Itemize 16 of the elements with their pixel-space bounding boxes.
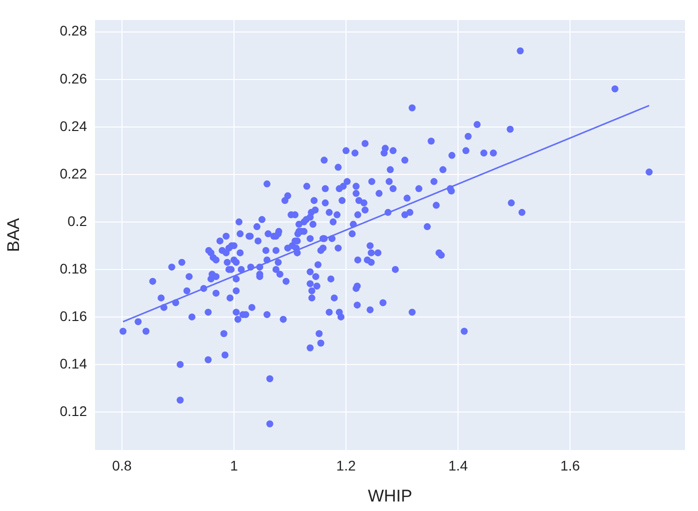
x-tick-label: 1.6 xyxy=(560,457,580,474)
y-tick-label: 0.22 xyxy=(60,165,88,182)
y-axis-title: BAA xyxy=(4,217,23,252)
x-tick-label: 1.2 xyxy=(336,457,356,474)
x-tick-label: 1.4 xyxy=(448,457,468,474)
y-tick-label: 0.12 xyxy=(60,402,88,419)
y-tick-label: 0.24 xyxy=(60,118,88,134)
x-tick-label: 1 xyxy=(230,457,238,474)
y-tick-label: 0.16 xyxy=(60,308,88,324)
y-tick-label: 0.14 xyxy=(60,355,88,372)
y-tick-label: 0.18 xyxy=(60,260,88,276)
x-axis-title: WHIP xyxy=(368,486,412,506)
y-tick-label: 0.28 xyxy=(60,22,88,39)
x-tick-label: 0.8 xyxy=(112,457,132,474)
y-tick-label: 0.2 xyxy=(68,212,88,229)
y-tick-label: 0.26 xyxy=(60,70,88,86)
